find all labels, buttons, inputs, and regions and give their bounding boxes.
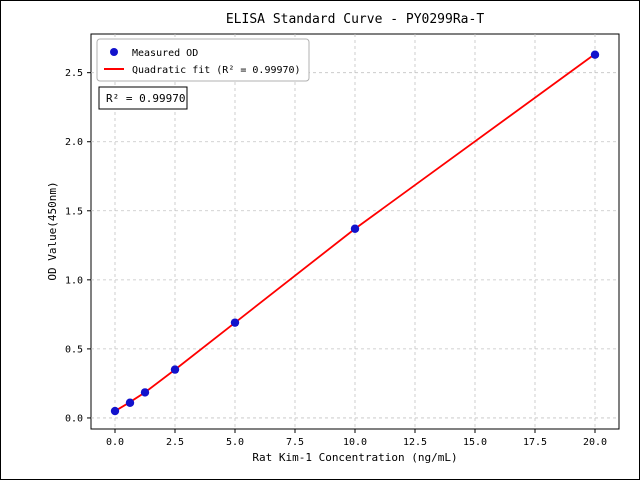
annotation-box (98, 86, 188, 110)
data-point (350, 224, 360, 233)
y-tick-label: 2.5 (65, 68, 83, 79)
data-point (140, 388, 150, 397)
x-tick-label: 2.5 (166, 437, 184, 448)
y-axis-label: OD Value(450nm) (46, 181, 59, 280)
legend: Measured OD Quadratic fit (R² = 0.99970) (96, 38, 310, 82)
x-tick-label: 5.0 (226, 437, 244, 448)
data-point (125, 398, 135, 407)
x-tick-label: 17.5 (523, 437, 547, 448)
x-tick-label: 7.5 (286, 437, 304, 448)
x-tick-label: 12.5 (403, 437, 427, 448)
x-axis-label: Rat Kim-1 Concentration (ng/mL) (252, 451, 457, 464)
legend-label-quadratic-fit: Quadratic fit (R² = 0.99970) (132, 65, 301, 76)
r-squared-annotation: R² = 0.99970 (98, 86, 188, 110)
x-tick-label: 10.0 (343, 437, 367, 448)
annotation-text: R² = 0.99970 (106, 92, 185, 105)
chart-title: ELISA Standard Curve - PY0299Ra-T (226, 12, 484, 27)
data-point (590, 50, 600, 59)
x-tick-label: 15.0 (463, 437, 487, 448)
legend-label-measured-od: Measured OD (132, 48, 198, 59)
y-tick-label: 0.5 (65, 344, 83, 355)
y-tick-label: 0.0 (65, 413, 83, 424)
axis-ticks: 0.0 2.5 5.0 7.5 10.0 12.5 15.0 17.5 20.0 0.0 0.5 1.… (65, 68, 607, 448)
grid-lines (91, 34, 619, 429)
data-series (110, 50, 600, 416)
x-tick-label: 20.0 (583, 437, 607, 448)
legend-marker-measured-od (110, 48, 118, 56)
data-point (170, 365, 180, 374)
data-point (230, 318, 240, 327)
y-tick-label: 1.0 (65, 275, 83, 286)
x-tick-label: 0.0 (106, 437, 124, 448)
y-tick-label: 2.0 (65, 137, 83, 148)
y-tick-label: 1.5 (65, 206, 83, 217)
data-point (110, 406, 120, 416)
legend-box (96, 38, 310, 82)
